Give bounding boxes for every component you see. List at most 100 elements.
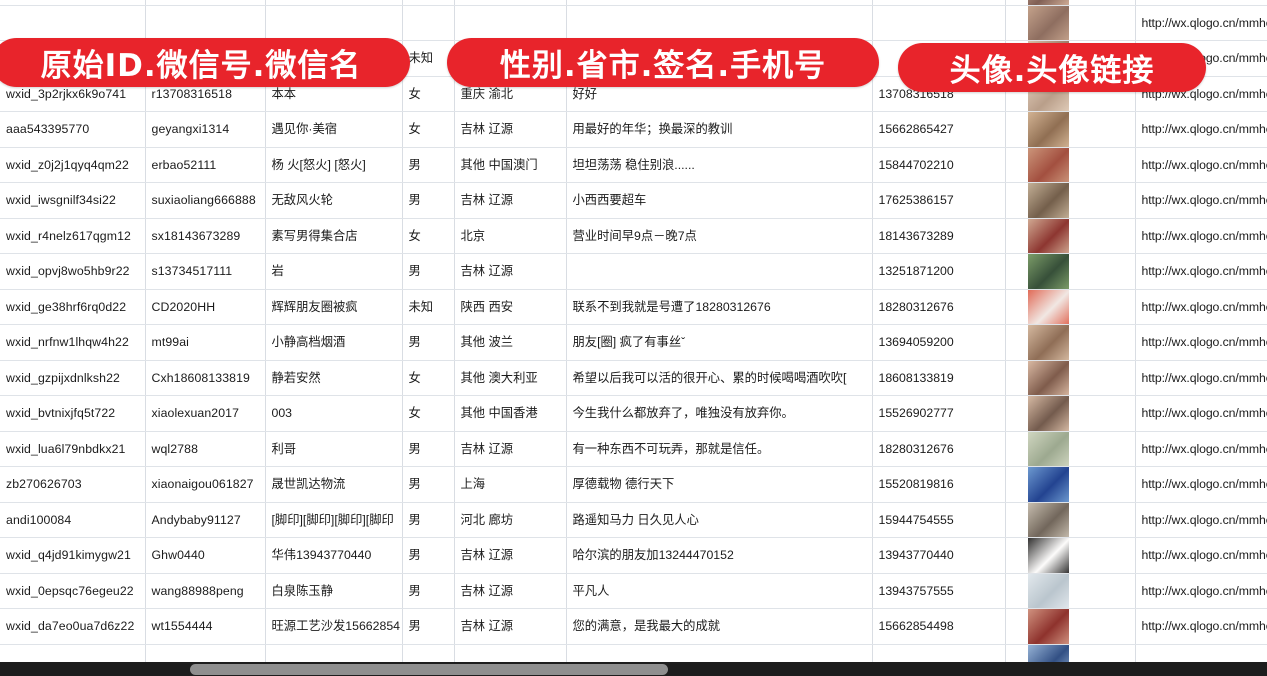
- cell-avatar[interactable]: [1005, 360, 1136, 396]
- cell-signature[interactable]: 平凡人: [566, 573, 873, 609]
- cell-gender[interactable]: 女: [402, 76, 455, 112]
- cell-phone[interactable]: 13708316518: [872, 76, 1006, 112]
- cell-signature[interactable]: 哈尔滨的朋友加13244470152: [566, 537, 873, 574]
- cell-phone[interactable]: 18143673289: [872, 218, 1006, 254]
- cell-avatar-url[interactable]: http://wx.qlogo.cn/mmhead: [1135, 573, 1267, 609]
- cell-phone[interactable]: 15944754555: [872, 502, 1006, 538]
- cell-province[interactable]: 河北 廊坊: [454, 502, 567, 538]
- cell-signature[interactable]: [566, 253, 873, 290]
- cell-wechat-name[interactable]: 岩: [265, 253, 403, 290]
- table-row[interactable]: wxid_opvj8wo5hb9r22 s13734517111 岩男吉林 辽源 13…: [0, 253, 1267, 290]
- cell-wechat-id[interactable]: CD2020HH: [145, 289, 266, 325]
- cell-wechat-id[interactable]: sx18143673289: [145, 218, 266, 254]
- cell-phone[interactable]: 13943757555: [872, 573, 1006, 609]
- cell-avatar-url[interactable]: http://wx.qlogo.cn/mmhead: [1135, 537, 1267, 574]
- cell-wechat-name[interactable]: 静若安然: [265, 360, 403, 396]
- cell-gender[interactable]: 未知: [402, 0, 455, 6]
- cell-avatar[interactable]: [1005, 289, 1136, 325]
- cell-avatar[interactable]: [1005, 5, 1136, 41]
- cell-phone[interactable]: 15526902777: [872, 395, 1006, 432]
- cell-avatar-url[interactable]: http://wx.qlogo.cn/mmhead: [1135, 324, 1267, 361]
- cell-wechat-name[interactable]: 辉辉朋友圈被疯: [265, 289, 403, 325]
- table-row[interactable]: aaa543395770 geyangxi1314 遇见你·美宿女吉林 辽源 用最好的…: [0, 111, 1267, 148]
- cell-avatar-url[interactable]: http://wx.qlogo.cn/mmhead: [1135, 147, 1267, 183]
- cell-signature[interactable]: 您的满意，是我最大的成就: [566, 608, 873, 645]
- cell-signature[interactable]: 厚德载物 德行天下: [566, 466, 873, 503]
- cell-avatar[interactable]: [1005, 218, 1136, 254]
- cell-origin-id[interactable]: aaa543395770: [0, 111, 146, 148]
- cell-gender[interactable]: 未知: [402, 40, 455, 77]
- cell-avatar-url[interactable]: http://wx.qlogo.cn/mmhead: [1135, 5, 1267, 41]
- cell-wechat-id[interactable]: wt1554444: [145, 608, 266, 645]
- cell-origin-id[interactable]: wxid_nrfnw1lhqw4h22: [0, 324, 146, 361]
- cell-gender[interactable]: 男: [402, 537, 455, 574]
- cell-gender[interactable]: 男: [402, 466, 455, 503]
- cell-gender[interactable]: 男: [402, 573, 455, 609]
- cell-avatar-url[interactable]: http://wx.qlogo.cn/mmhead: [1135, 608, 1267, 645]
- cell-province[interactable]: 其他 波兰: [454, 324, 567, 361]
- cell-origin-id[interactable]: wxid_gzpijxdnlksh22: [0, 360, 146, 396]
- cell-avatar-url[interactable]: http://wx.qlogo.cn/mmhead: [1135, 218, 1267, 254]
- cell-origin-id[interactable]: wxid_r4nelz617qgm12: [0, 218, 146, 254]
- cell-gender[interactable]: 男: [402, 253, 455, 290]
- cell-signature[interactable]: 今生我什么都放弃了，唯独没有放弃你。: [566, 395, 873, 432]
- cell-phone[interactable]: 13251871200: [872, 253, 1006, 290]
- cell-avatar[interactable]: [1005, 537, 1136, 574]
- cell-province[interactable]: 吉林 辽源: [454, 573, 567, 609]
- table-row[interactable]: wxid_gzpijxdnlksh22 Cxh18608133819 静若安然女其他…: [0, 360, 1267, 396]
- cell-phone[interactable]: 18608133819: [872, 360, 1006, 396]
- cell-signature[interactable]: 联系不到我就是号遭了18280312676: [566, 289, 873, 325]
- cell-origin-id[interactable]: wxid_iwsgnilf34si22: [0, 182, 146, 219]
- table-row[interactable]: andi100084 Andybaby91127 [脚印][脚印][脚印][脚印男河…: [0, 502, 1267, 538]
- cell-wechat-id[interactable]: wang88988peng: [145, 573, 266, 609]
- cell-gender[interactable]: 女: [402, 111, 455, 148]
- cell-avatar-url[interactable]: http://wx.qlogo.cn/mmhead: [1135, 502, 1267, 538]
- cell-phone[interactable]: 18280312676: [872, 431, 1006, 467]
- cell-wechat-id[interactable]: xiaonaigou061827: [145, 466, 266, 503]
- cell-wechat-name[interactable]: 素写男得集合店: [265, 218, 403, 254]
- cell-wechat-id[interactable]: Cxh18608133819: [145, 360, 266, 396]
- cell-avatar-url[interactable]: http://wx.qlogo.cn/mmhead: [1135, 466, 1267, 503]
- cell-signature[interactable]: 有一种东西不可玩弄，那就是信任。: [566, 431, 873, 467]
- cell-phone[interactable]: 13694059200: [872, 324, 1006, 361]
- cell-avatar[interactable]: [1005, 324, 1136, 361]
- cell-avatar[interactable]: [1005, 395, 1136, 432]
- cell-province[interactable]: 其他 澳大利亚: [454, 360, 567, 396]
- cell-province[interactable]: 吉林 辽源: [454, 608, 567, 645]
- cell-province[interactable]: 北京: [454, 218, 567, 254]
- cell-province[interactable]: 上海: [454, 466, 567, 503]
- cell-avatar-url[interactable]: http://wx.qlogo.cn/mmhead: [1135, 395, 1267, 432]
- cell-signature[interactable]: 朋友[圈] 疯了有事丝ˇ: [566, 324, 873, 361]
- cell-phone[interactable]: 13943770440: [872, 537, 1006, 574]
- cell-gender[interactable]: 男: [402, 502, 455, 538]
- cell-origin-id[interactable]: wxid_0epsqc76egeu22: [0, 573, 146, 609]
- cell-wechat-name[interactable]: 小静高档烟酒: [265, 324, 403, 361]
- cell-origin-id[interactable]: wxid_lua6l79nbdkx21: [0, 431, 146, 467]
- cell-gender[interactable]: 男: [402, 182, 455, 219]
- cell-origin-id[interactable]: wxid_z0j2j1qyq4qm22: [0, 147, 146, 183]
- cell-province[interactable]: 陕西 西安: [454, 289, 567, 325]
- cell-origin-id[interactable]: [0, 5, 146, 41]
- cell-avatar[interactable]: [1005, 608, 1136, 645]
- cell-avatar[interactable]: [1005, 111, 1136, 148]
- cell-gender[interactable]: 男: [402, 431, 455, 467]
- cell-wechat-name[interactable]: 丫丫~小: [265, 0, 403, 6]
- cell-origin-id[interactable]: wxid_bvtnixjfq5t722: [0, 395, 146, 432]
- cell-signature[interactable]: 合一单 交一个朋友 诚信靠谱 失联18280312676: [566, 0, 873, 6]
- cell-wechat-id[interactable]: suxiaoliang666888: [145, 182, 266, 219]
- cell-wechat-id[interactable]: xiaojing600546: [145, 0, 266, 6]
- cell-signature[interactable]: 小西西要超车: [566, 182, 873, 219]
- cell-province[interactable]: [454, 5, 567, 41]
- cell-gender[interactable]: 未知: [402, 289, 455, 325]
- cell-wechat-id[interactable]: xiaolexuan2017: [145, 395, 266, 432]
- cell-wechat-id[interactable]: erbao52111: [145, 147, 266, 183]
- table-row[interactable]: wxid_iwsgnilf34si22 suxiaoliang666888 无敌风火…: [0, 182, 1267, 219]
- cell-signature[interactable]: 坦坦荡荡 稳住别浪......: [566, 147, 873, 183]
- cell-avatar[interactable]: [1005, 431, 1136, 467]
- cell-wechat-name[interactable]: [脚印][脚印][脚印][脚印: [265, 502, 403, 538]
- cell-wechat-name[interactable]: 无敌风火轮: [265, 182, 403, 219]
- cell-phone[interactable]: 15520819816: [872, 466, 1006, 503]
- table-row[interactable]: wxid_bvtnixjfq5t722 xiaolexuan2017 003 女其他 …: [0, 395, 1267, 432]
